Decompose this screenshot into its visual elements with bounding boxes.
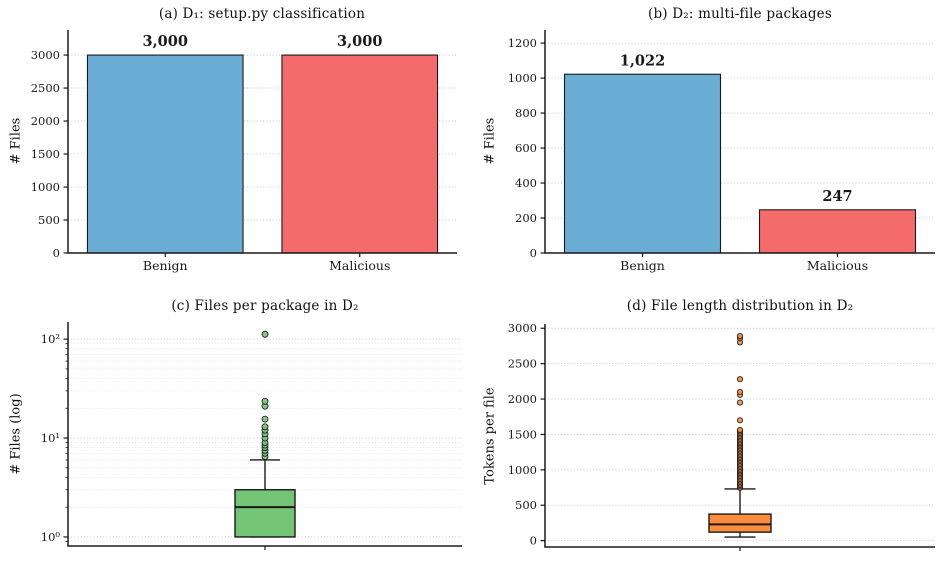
y-tick-label: 1000: [31, 180, 60, 194]
y-tick-label: 1000: [508, 463, 537, 477]
outlier-point: [736, 417, 744, 424]
y-tick-label: 10¹: [41, 431, 60, 445]
outlier-point: [261, 423, 269, 431]
y-tick-label: 1200: [508, 36, 537, 50]
y-tick-label: 500: [38, 213, 60, 227]
y-tick-label: 600: [515, 141, 537, 155]
y-tick-label: 500: [515, 498, 537, 512]
bar-malicious: [758, 209, 917, 254]
panel-d-svg: 0 500 1000 1500 2000 2500 3000: [508, 321, 935, 551]
panel-d-title: (d) File length distribution in D₂: [626, 298, 854, 314]
outlier-point: [736, 332, 744, 340]
y-tick-label: 10²: [41, 332, 60, 346]
y-tick-label: 0: [530, 534, 537, 548]
panel-c-files-per-package: (c) Files per package in D₂ # Files (log…: [0, 281, 473, 562]
panel-c-svg: 10⁰ 10¹ 10²: [41, 322, 462, 550]
y-tick-label: 1500: [508, 427, 537, 441]
bar-value-label: 3,000: [337, 33, 382, 50]
bar-benign: [563, 73, 722, 254]
y-tick-label: 2500: [508, 357, 537, 371]
outlier-point: [261, 330, 269, 338]
panel-a-svg: 3,000 Benign 3,000 Malicious 0 500 1000 1500 200…: [31, 30, 457, 273]
x-tick-label: Benign: [620, 258, 665, 273]
y-tick-label: 2000: [508, 392, 537, 406]
outlier-point: [736, 388, 744, 396]
box: [708, 513, 772, 533]
y-tick-label: 10⁰: [41, 530, 61, 544]
outlier-point: [736, 376, 744, 383]
panel-b-multi-file-packages: (b) D₂: multi-file packages # Files 1,02…: [473, 0, 946, 281]
y-tick-label: 200: [515, 211, 537, 225]
y-tick-label: 800: [515, 106, 537, 120]
outlier-point: [736, 426, 744, 433]
panel-d-file-length-distribution: (d) File length distribution in D₂ Token…: [473, 281, 946, 562]
outlier-point: [261, 397, 269, 405]
y-tick-label: 0: [530, 246, 537, 260]
y-tick-label: 3000: [31, 48, 60, 62]
x-tick-label: Malicious: [329, 258, 390, 273]
outlier-point: [736, 399, 744, 406]
y-tick-label: 2500: [31, 81, 60, 95]
bar-value-label: 3,000: [143, 33, 188, 50]
y-tick-label: 2000: [31, 114, 60, 128]
y-tick-label: 400: [515, 176, 537, 190]
panel-a-title: (a) D₁: setup.py classification: [158, 6, 366, 22]
bar-value-label: 247: [822, 188, 852, 205]
panel-b-title: (b) D₂: multi-file packages: [647, 6, 833, 22]
y-tick-label: 3000: [508, 321, 537, 335]
panel-b-svg: 1,022 Benign 247 Malicious 0 200 400 600 800 1000…: [508, 30, 935, 273]
bar-value-label: 1,022: [620, 52, 665, 69]
y-tick-label: 0: [53, 246, 60, 260]
bar-malicious: [281, 54, 439, 254]
panel-c-title: (c) Files per package in D₂: [171, 298, 359, 314]
y-tick-label: 1500: [31, 147, 60, 161]
bar-benign: [86, 54, 244, 254]
box: [234, 489, 296, 538]
x-tick-label: Benign: [143, 258, 188, 273]
y-tick-label: 1000: [508, 71, 537, 85]
outlier-point: [261, 415, 269, 423]
panel-a-setup-py-classification: (a) D₁: setup.py classification # Files …: [0, 0, 473, 281]
x-tick-label: Malicious: [807, 258, 868, 273]
